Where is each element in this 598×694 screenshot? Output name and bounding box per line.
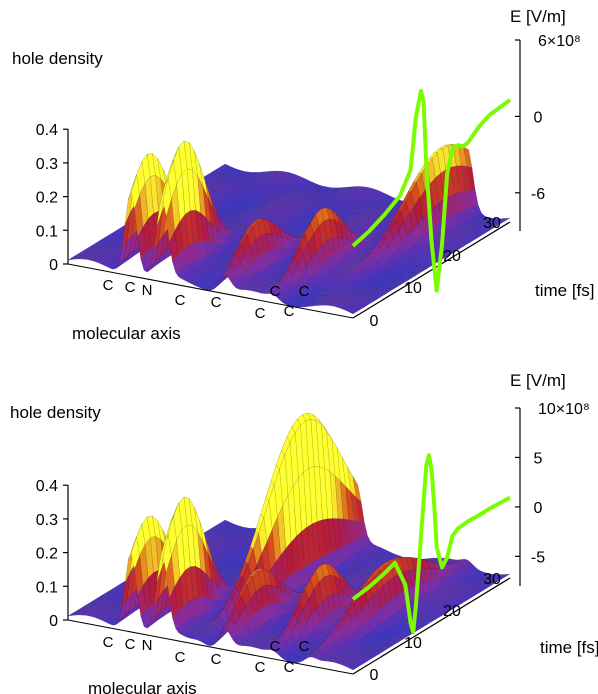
field-tick-label: 6×10⁸ <box>538 33 581 50</box>
z-axis: 0 0.1 0.2 0.3 0.4 hole density <box>10 403 101 630</box>
z-tick-label: 0.1 <box>36 223 58 240</box>
time-tick-label: 0 <box>370 313 379 330</box>
field-axis-label: E [V/m] <box>510 7 566 26</box>
time-axis-label: time [fs] <box>535 281 595 300</box>
time-tick-label: 20 <box>443 248 461 265</box>
z-tick-label: 0.4 <box>36 478 58 495</box>
z-axis-label: hole density <box>12 49 103 68</box>
field-tick-label: -6 <box>531 186 545 203</box>
atom-label: C <box>299 283 310 300</box>
z-tick-label: 0 <box>49 613 58 630</box>
z-tick-label: 0 <box>49 257 58 274</box>
time-tick-label: 10 <box>404 280 422 297</box>
z-tick-label: 0.4 <box>36 122 58 139</box>
z-tick-label: 0.2 <box>36 546 58 563</box>
field-tick-label: 0 <box>534 109 543 126</box>
atom-label: C <box>125 279 136 296</box>
atom-label: C <box>255 305 266 322</box>
z-tick-label: 0.1 <box>36 579 58 596</box>
z-axis-label: hole density <box>10 403 101 422</box>
z-axis: 0 0.1 0.2 0.3 0.4 hole density <box>12 49 103 274</box>
atom-label: N <box>142 282 153 299</box>
atom-label: C <box>284 303 295 320</box>
atom-label: C <box>270 283 281 300</box>
z-tick-label: 0.3 <box>36 512 58 529</box>
atom-label: C <box>103 277 114 294</box>
field-axis: 6×10⁸ 0 -6 E [V/m] <box>510 7 581 231</box>
z-tick-label: 0.3 <box>36 156 58 173</box>
atom-label: C <box>211 294 222 311</box>
density-surface <box>67 412 511 671</box>
time-tick-label: 30 <box>483 215 501 232</box>
z-tick-label: 0.2 <box>36 190 58 207</box>
x-axis-label: molecular axis <box>72 324 181 343</box>
atom-label: C <box>175 292 186 309</box>
